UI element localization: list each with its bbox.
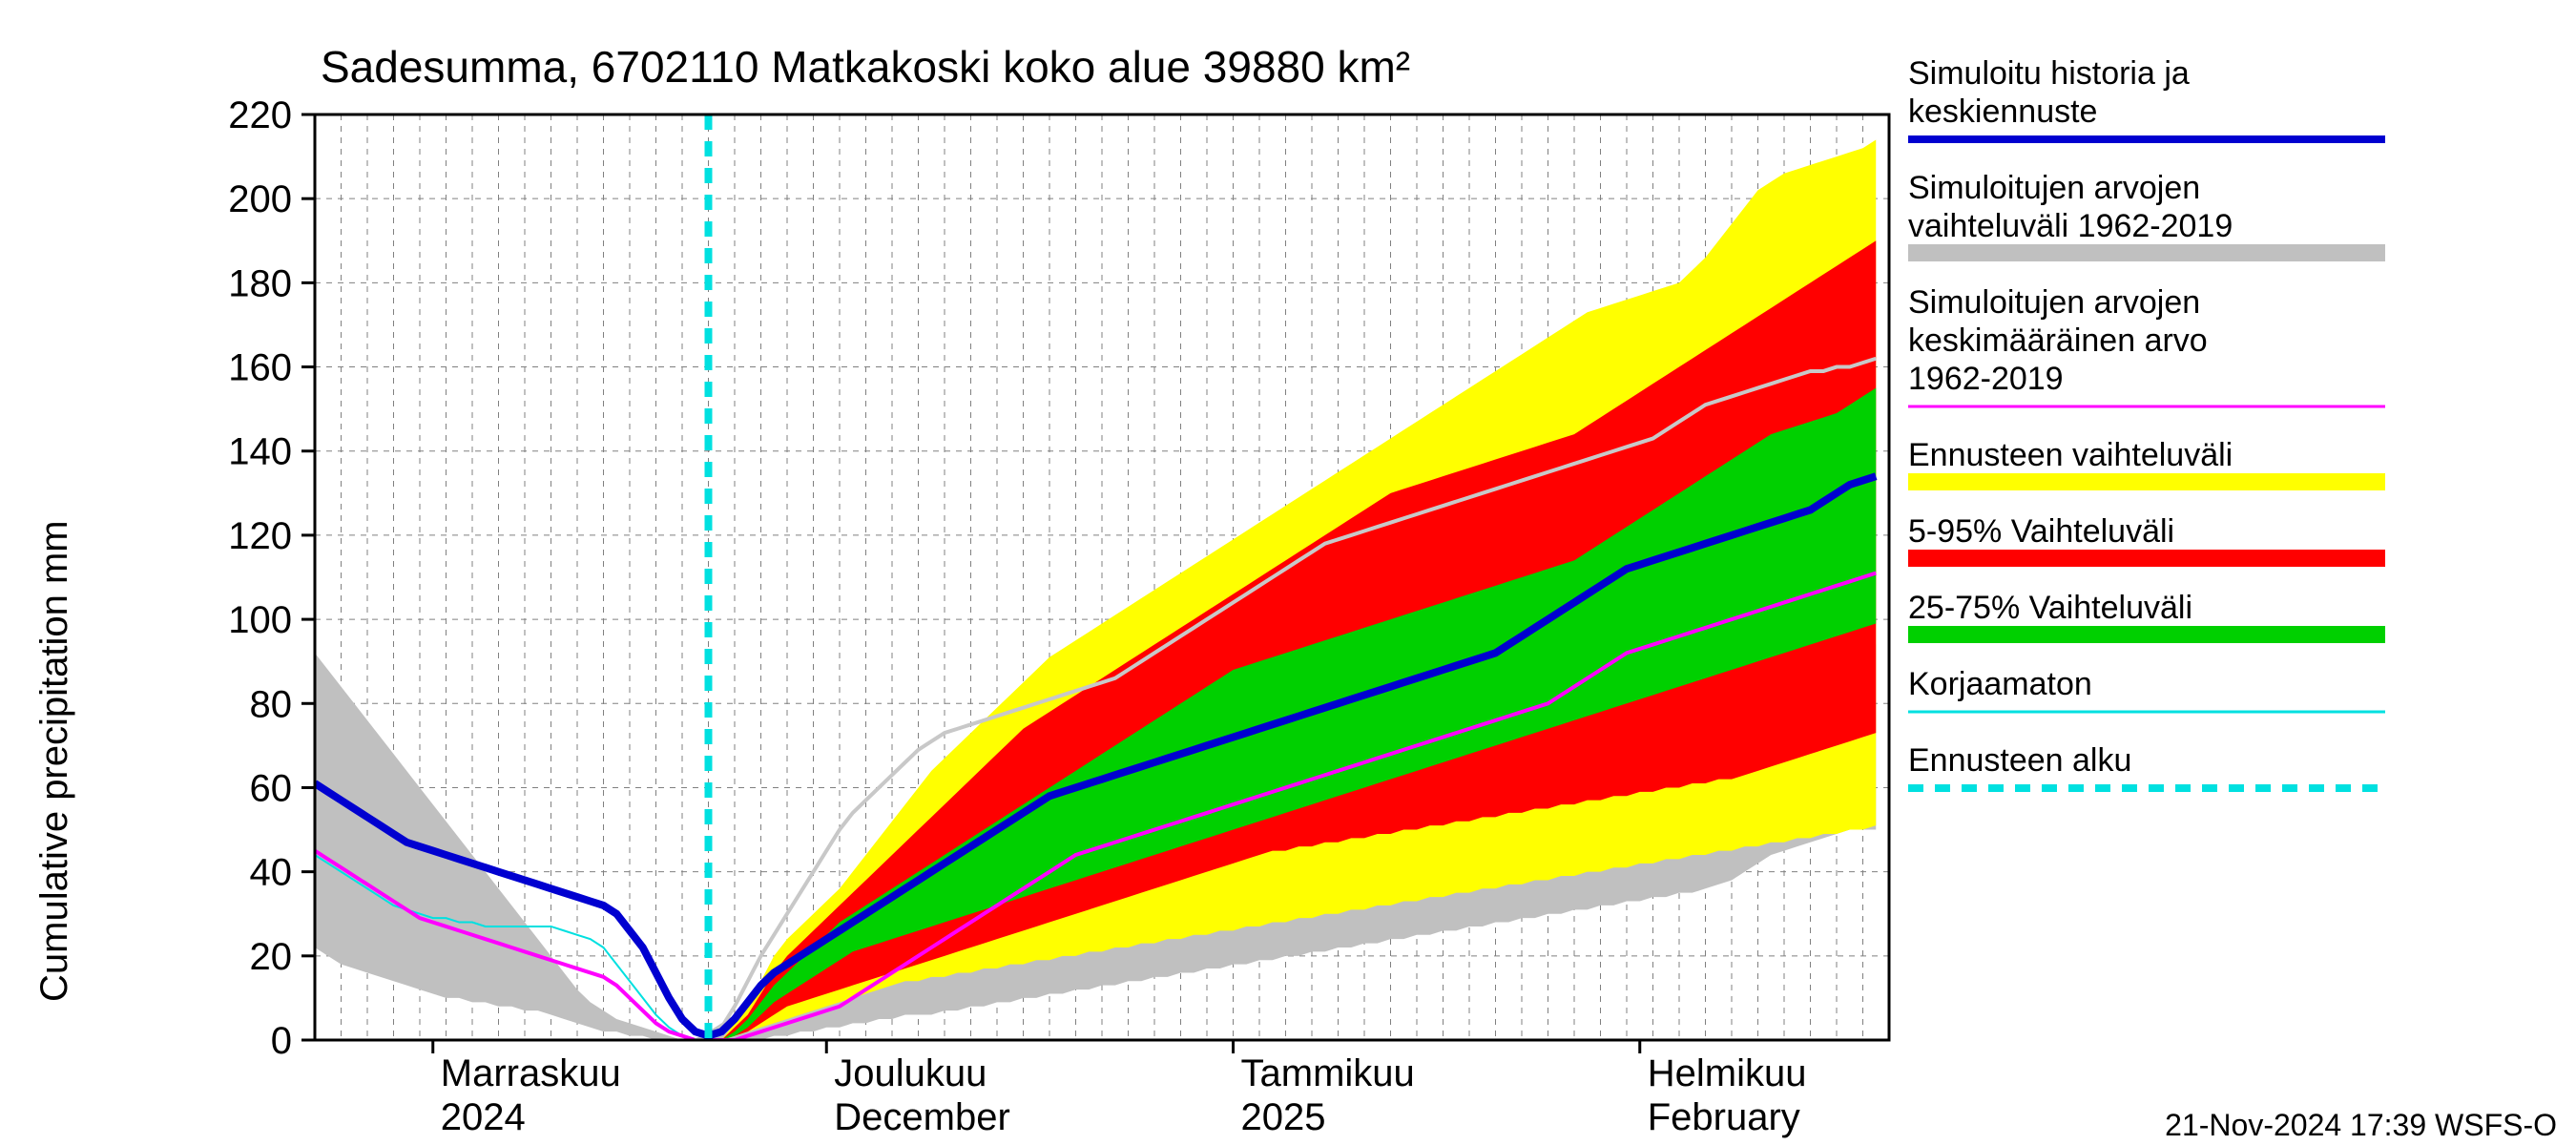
legend-label: Simuloitujen arvojen xyxy=(1908,284,2200,321)
legend-label: Simuloitujen arvojen xyxy=(1908,170,2200,206)
footer-timestamp: 21-Nov-2024 17:39 WSFS-O xyxy=(2165,1108,2557,1142)
legend-label: Ennusteen vaihteluväli xyxy=(1908,437,2233,473)
xtick-label-top: Helmikuu xyxy=(1648,1052,1807,1094)
ytick-label: 80 xyxy=(250,683,293,725)
legend-label: 25-75% Vaihteluväli xyxy=(1908,590,2192,626)
legend-swatch xyxy=(1908,550,2385,567)
legend-label: keskimääräinen arvo xyxy=(1908,323,2208,359)
xtick-label-bot: 2024 xyxy=(441,1096,526,1138)
ytick-label: 20 xyxy=(250,936,293,978)
legend-label: keskiennuste xyxy=(1908,94,2097,130)
ytick-label: 200 xyxy=(228,178,292,220)
ytick-label: 60 xyxy=(250,767,293,809)
ytick-label: 160 xyxy=(228,347,292,389)
legend-label: 1962-2019 xyxy=(1908,361,2064,397)
ytick-label: 120 xyxy=(228,515,292,557)
ytick-label: 140 xyxy=(228,431,292,473)
ytick-label: 0 xyxy=(271,1020,292,1062)
ytick-label: 100 xyxy=(228,599,292,641)
legend-swatch xyxy=(1908,473,2385,490)
xtick-label-bot: 2025 xyxy=(1241,1096,1326,1138)
legend-label: Ennusteen alku xyxy=(1908,742,2131,779)
xtick-label-top: Marraskuu xyxy=(441,1052,621,1094)
legend-label: Korjaamaton xyxy=(1908,666,2092,702)
chart-svg: 020406080100120140160180200220Marraskuu2… xyxy=(0,0,2576,1145)
chart-title: Sadesumma, 6702110 Matkakoski koko alue … xyxy=(321,42,1410,92)
legend-label: vaihteluväli 1962-2019 xyxy=(1908,208,2233,244)
ytick-label: 220 xyxy=(228,94,292,136)
legend-label: Simuloitu historia ja xyxy=(1908,55,2190,92)
legend-swatch xyxy=(1908,626,2385,643)
xtick-label-bot: February xyxy=(1648,1096,1800,1138)
xtick-label-top: Tammikuu xyxy=(1241,1052,1415,1094)
legend-swatch xyxy=(1908,244,2385,261)
chart-container: 020406080100120140160180200220Marraskuu2… xyxy=(0,0,2576,1145)
legend-label: 5-95% Vaihteluväli xyxy=(1908,513,2174,550)
ytick-label: 40 xyxy=(250,852,293,894)
y-axis-label: Cumulative precipitation mm xyxy=(33,520,75,1002)
ytick-label: 180 xyxy=(228,262,292,304)
xtick-label-top: Joulukuu xyxy=(834,1052,987,1094)
xtick-label-bot: December xyxy=(834,1096,1010,1138)
